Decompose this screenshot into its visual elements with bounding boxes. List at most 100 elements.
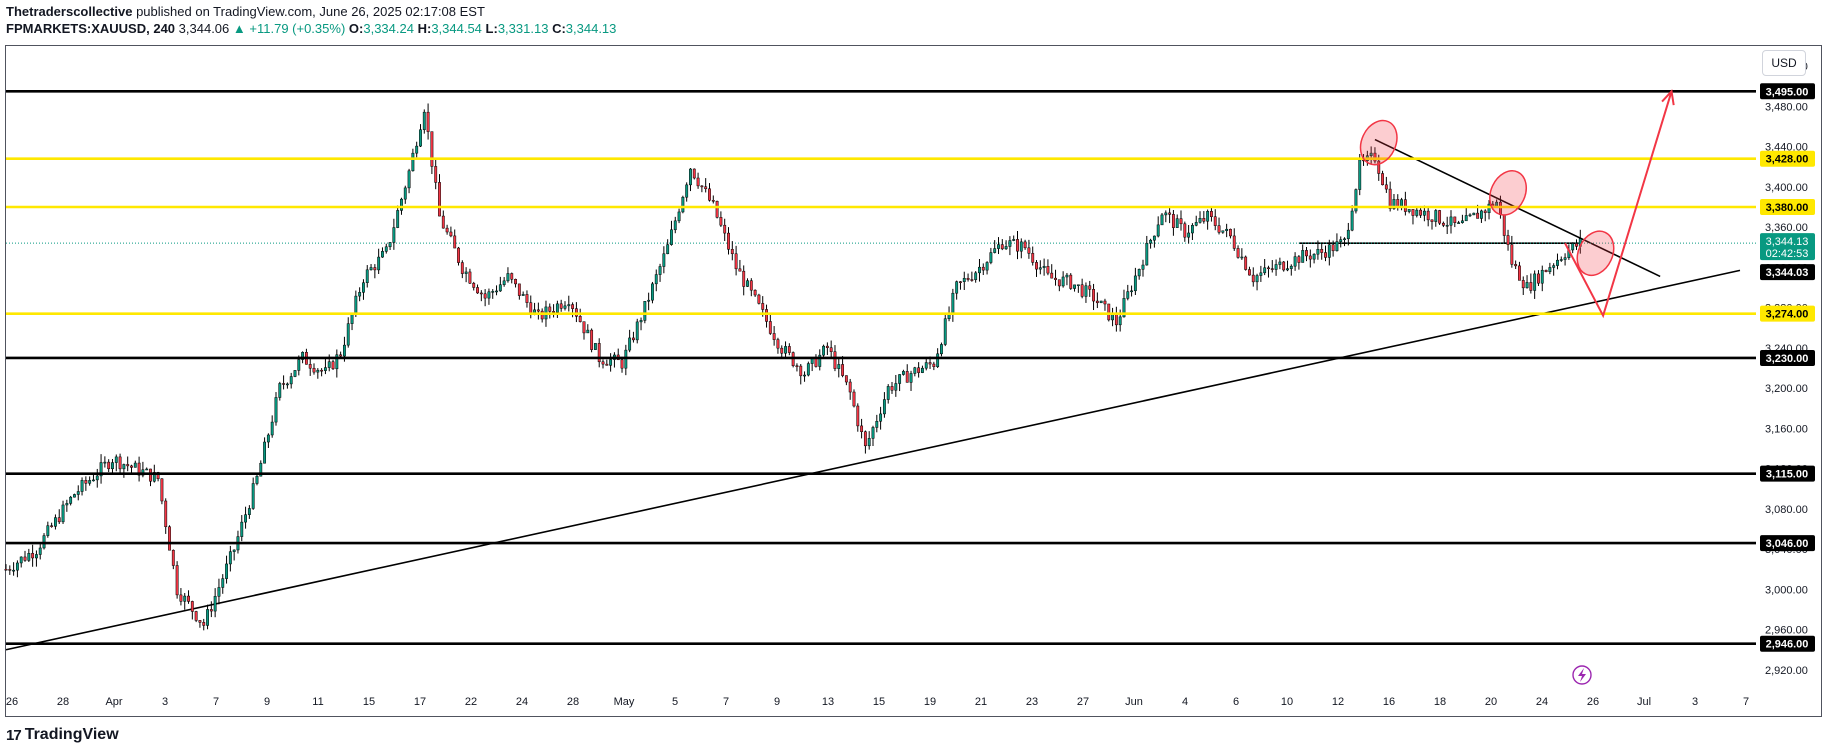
candle-body xyxy=(1316,248,1320,255)
candle-body xyxy=(882,399,886,415)
candle xyxy=(38,544,42,560)
candle-body xyxy=(111,462,114,470)
candle-body xyxy=(685,184,689,198)
price-tick-label: 3,400.00 xyxy=(1765,182,1808,194)
candle xyxy=(1453,216,1457,228)
candle-body xyxy=(552,311,556,313)
candle-body xyxy=(723,224,727,234)
candle xyxy=(84,476,88,491)
candle-body xyxy=(373,267,377,271)
candle-body xyxy=(632,337,635,341)
candle-body xyxy=(244,514,247,523)
candle-body xyxy=(1217,225,1221,233)
candle-body xyxy=(951,292,955,314)
candle-body xyxy=(1369,152,1373,156)
candle-body xyxy=(479,292,483,295)
candle-body xyxy=(343,344,346,357)
candle-body xyxy=(476,287,479,294)
candle xyxy=(555,300,559,318)
candle-body xyxy=(1286,268,1289,271)
candle xyxy=(1563,253,1567,266)
candle xyxy=(1073,284,1076,292)
candle xyxy=(738,259,742,272)
candle-body xyxy=(871,427,875,439)
candle-body xyxy=(844,375,848,383)
level-price-tag xyxy=(1760,465,1815,482)
candle-body xyxy=(190,601,194,612)
author-name[interactable]: Thetraderscollective xyxy=(6,4,133,19)
candle-body xyxy=(396,210,400,228)
candle-body xyxy=(61,504,65,523)
candle xyxy=(495,285,498,296)
candle xyxy=(1035,260,1038,277)
candle-body xyxy=(833,351,837,369)
candle-body xyxy=(863,431,867,447)
candle-body xyxy=(1525,282,1529,289)
candle-body xyxy=(806,363,810,376)
candle xyxy=(795,363,799,372)
currency-button[interactable]: USD xyxy=(1762,50,1806,76)
candle xyxy=(917,362,921,378)
time-tick-label: 24 xyxy=(1536,696,1548,708)
time-tick-label: 13 xyxy=(822,696,834,708)
candle-body xyxy=(1293,256,1297,267)
candle xyxy=(708,183,711,202)
time-tick-label: 24 xyxy=(516,696,528,708)
candle-body xyxy=(495,290,498,293)
candle-body xyxy=(1221,230,1225,233)
time-tick-label: Jul xyxy=(1637,696,1651,708)
candle-body xyxy=(1327,244,1331,258)
candle-body xyxy=(92,479,95,482)
candle xyxy=(1556,253,1559,270)
candle-body xyxy=(487,291,491,299)
candle xyxy=(1552,263,1556,276)
candle xyxy=(308,357,312,376)
candle-body xyxy=(867,438,871,447)
candle-body xyxy=(1088,285,1092,290)
candle xyxy=(1255,273,1259,291)
candle-body xyxy=(974,272,978,280)
candle-body xyxy=(913,367,917,374)
candle xyxy=(673,216,677,234)
candle-body xyxy=(734,253,738,270)
candle xyxy=(1019,238,1023,259)
candle xyxy=(871,425,875,446)
candle-body xyxy=(521,294,525,296)
candle-body xyxy=(266,434,270,443)
candle xyxy=(1046,259,1050,276)
candle-body xyxy=(1559,259,1563,261)
candle-body xyxy=(1114,314,1118,326)
candle-body xyxy=(704,186,708,190)
candle-body xyxy=(145,468,149,471)
candle xyxy=(19,556,23,568)
candle xyxy=(42,533,46,550)
candle xyxy=(316,368,320,379)
candle-body xyxy=(1061,276,1065,287)
candle-body xyxy=(434,166,438,183)
candle-body xyxy=(787,346,791,353)
candle xyxy=(1084,282,1088,303)
candle xyxy=(1103,298,1107,311)
candle xyxy=(1080,278,1084,299)
candle xyxy=(369,264,373,271)
candle-body xyxy=(122,464,126,470)
candle-body xyxy=(1023,241,1027,249)
close-value: 3,344.13 xyxy=(565,21,617,36)
candle-body xyxy=(555,303,559,313)
candle xyxy=(1152,235,1156,248)
symbol-label[interactable]: FPMARKETS:XAUUSD, 240 xyxy=(6,21,176,36)
candle-body xyxy=(457,247,460,263)
candle-body xyxy=(673,220,677,231)
time-tick-label: 26 xyxy=(6,696,18,708)
candle xyxy=(962,271,966,290)
candle-body xyxy=(107,461,111,470)
candle-body xyxy=(1160,214,1164,226)
time-tick-label: 15 xyxy=(363,696,375,708)
candle-body xyxy=(156,472,160,480)
candle xyxy=(1278,257,1282,270)
candle xyxy=(12,562,16,576)
tradingview-brand[interactable]: 17 TradingView xyxy=(6,726,119,744)
candle-body xyxy=(563,305,567,309)
candle-body xyxy=(400,198,403,211)
